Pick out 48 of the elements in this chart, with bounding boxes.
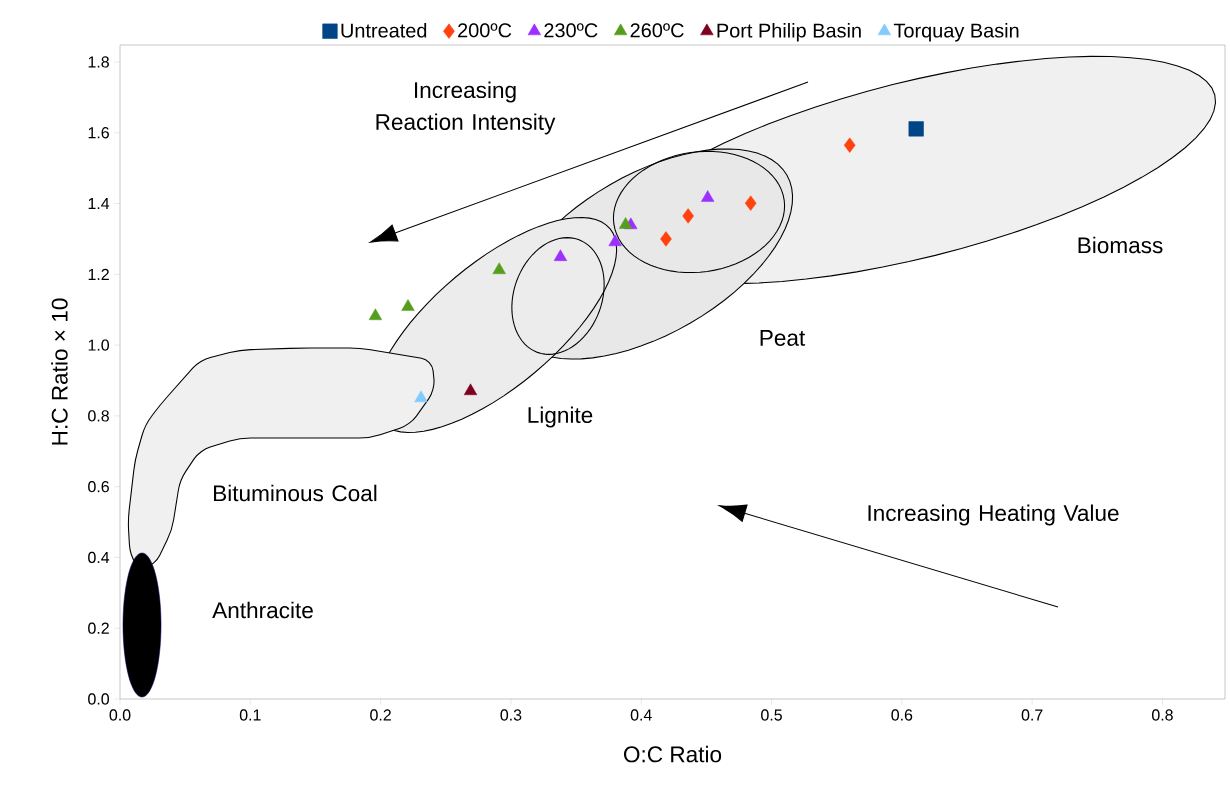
point [401, 299, 415, 311]
point [660, 231, 672, 247]
annotation: Bituminous Coal [214, 484, 377, 502]
x-tick-label: 0.4 [630, 709, 652, 721]
point [908, 121, 924, 137]
annotation: Biomass [1078, 236, 1163, 254]
legend-label: 230ºC [544, 23, 598, 38]
annotation: Peat [760, 330, 806, 346]
y-tick-label: 0.4 [88, 551, 110, 564]
y-tick-label: 1.8 [88, 56, 109, 68]
y-tick-label: 1.4 [88, 198, 110, 210]
legend-label: 200ºC [458, 23, 512, 38]
point [608, 234, 622, 247]
y-axis-title: H:C Ratio × 10 [51, 298, 68, 445]
y-tick-label: 1.0 [88, 339, 110, 351]
y-tick-label: 0.0 [88, 693, 110, 705]
x-tick-label: 0.0 [109, 709, 131, 721]
x-tick-label: 0.6 [891, 709, 913, 721]
annotation: Lignite [528, 406, 593, 428]
x-tick-label: 0.5 [761, 709, 782, 721]
y-tick-label: 1.6 [88, 127, 109, 139]
y-tick-label: 0.8 [88, 410, 109, 422]
point [618, 217, 633, 229]
point [701, 190, 715, 202]
y-tick-label: 1.2 [88, 268, 109, 280]
annotation: Increasing Reaction Intensity [376, 81, 556, 135]
y-tick-label: 0.2 [88, 622, 109, 634]
legend-label: Torquay Basin [893, 22, 1019, 42]
legend-label: 260ºC [630, 23, 684, 38]
point [368, 308, 383, 321]
legend-label: Untreated [341, 22, 427, 38]
annotation: Anthracite [212, 601, 313, 619]
point [744, 195, 757, 211]
x-tick-label: 0.7 [1021, 709, 1043, 721]
x-tick-label: 0.1 [239, 709, 261, 721]
annotation: Increasing Heating Value [868, 504, 1119, 526]
point [553, 249, 568, 261]
x-axis-title: O:C Ratio [624, 745, 722, 763]
legend-label: Port Philip Basin [717, 22, 861, 42]
x-tick-label: 0.3 [500, 709, 522, 721]
point [492, 262, 506, 275]
point [682, 208, 694, 224]
point [414, 390, 428, 403]
point [843, 137, 856, 153]
point [463, 383, 478, 396]
y-tick-label: 0.6 [88, 481, 109, 493]
x-tick-label: 0.2 [370, 709, 391, 721]
x-tick-label: 0.8 [1152, 709, 1173, 721]
